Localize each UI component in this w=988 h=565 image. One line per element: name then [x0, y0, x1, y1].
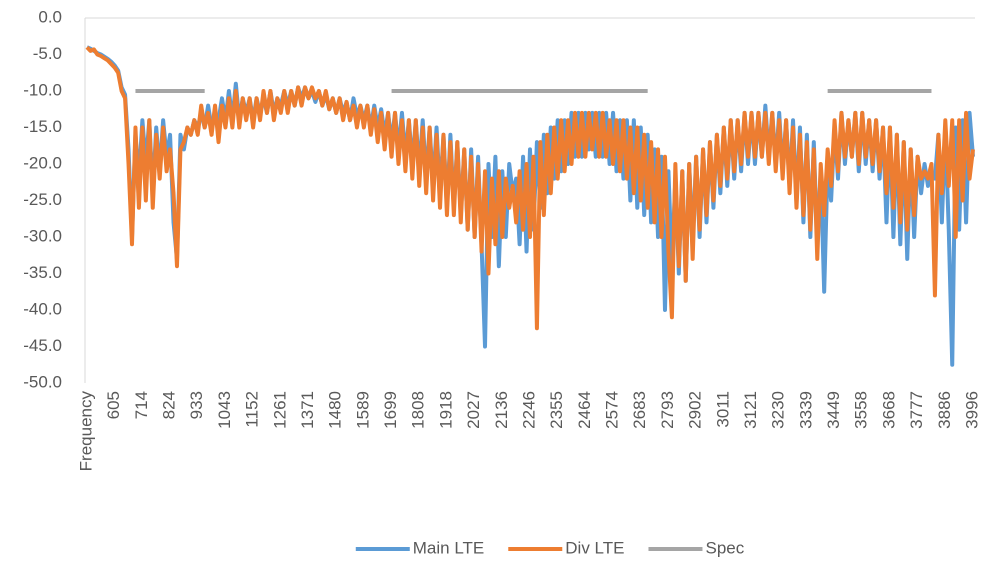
x-tick-label: 3011 — [713, 391, 732, 428]
x-tick-label: 3339 — [796, 391, 815, 429]
x-tick-label: 1043 — [215, 391, 234, 429]
legend-label: Main LTE — [413, 538, 485, 557]
x-tick-label: 2793 — [658, 391, 677, 429]
x-tick-label: 2574 — [603, 391, 622, 429]
legend-label: Spec — [705, 538, 744, 557]
y-tick-label: -10.0 — [23, 80, 62, 99]
series-line — [85, 45, 975, 331]
x-tick-label: 3449 — [824, 391, 843, 429]
x-tick-label: 1589 — [353, 391, 372, 429]
x-tick-label: 3886 — [935, 391, 954, 429]
legend: Main LTE Div LTE Spec — [355, 538, 745, 557]
x-tick-label: 1808 — [409, 391, 428, 429]
y-tick-label: -25.0 — [23, 190, 62, 209]
x-tick-label: 2027 — [464, 391, 483, 429]
x-tick-label: 714 — [132, 391, 151, 419]
x-tick-label: 3230 — [769, 391, 788, 429]
y-tick-label: -15.0 — [23, 117, 62, 136]
x-tick-label: Frequency — [76, 391, 95, 472]
x-tick-label: 2246 — [519, 391, 538, 429]
x-tick-label: 1480 — [326, 391, 345, 429]
x-tick-label: 824 — [160, 391, 179, 419]
x-tick-label: 3996 — [962, 391, 981, 429]
y-tick-label: -35.0 — [23, 263, 62, 282]
x-tick-label: 2683 — [630, 391, 649, 429]
y-tick-label: 0.0 — [38, 7, 62, 26]
x-tick-label: 3558 — [852, 391, 871, 429]
x-tick-label: 3777 — [907, 391, 926, 429]
x-tick-label: 2355 — [547, 391, 566, 429]
x-tick-label: 1918 — [436, 391, 455, 429]
x-tick-label: 1261 — [270, 391, 289, 429]
x-tick-label: 605 — [104, 391, 123, 419]
y-tick-label: -50.0 — [23, 372, 62, 391]
legend-label: Div LTE — [565, 538, 624, 557]
x-tick-label: 933 — [187, 391, 206, 419]
x-tick-label: 3668 — [879, 391, 898, 429]
y-tick-label: -30.0 — [23, 226, 62, 245]
y-tick-label: -20.0 — [23, 153, 62, 172]
y-tick-label: -45.0 — [23, 336, 62, 355]
x-tick-label: 1699 — [381, 391, 400, 429]
x-tick-label: 1152 — [243, 391, 262, 428]
y-tick-label: -40.0 — [23, 299, 62, 318]
y-tick-label: -5.0 — [33, 44, 62, 63]
x-tick-label: 2464 — [575, 391, 594, 429]
x-tick-label: 1371 — [298, 391, 317, 429]
x-tick-label: 2902 — [686, 391, 705, 429]
x-tick-label: 2136 — [492, 391, 511, 429]
x-tick-label: 3121 — [741, 391, 760, 429]
